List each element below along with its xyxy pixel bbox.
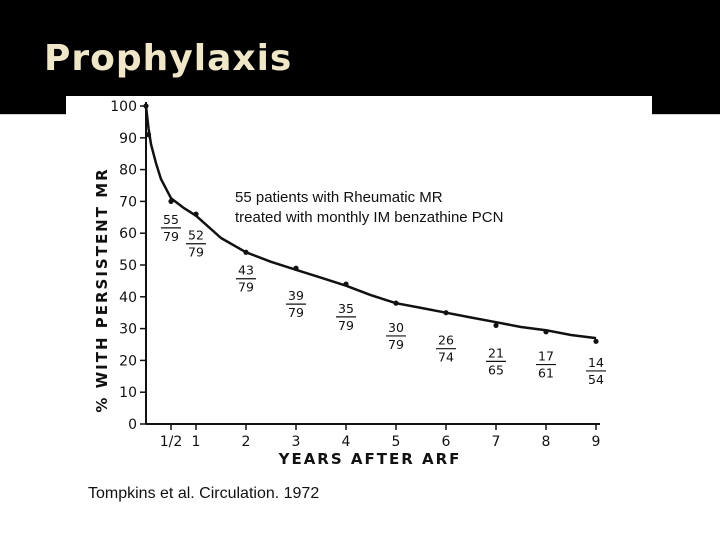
data-point (168, 198, 174, 204)
data-point (343, 281, 349, 287)
caption-line-1: 55 patients with Rheumatic MR (235, 189, 443, 206)
y-tick-label: 20 (119, 353, 137, 369)
y-tick-label: 40 (119, 290, 137, 306)
fraction-denominator: 65 (488, 362, 504, 377)
y-tick-label: 10 (119, 385, 137, 401)
data-point (593, 338, 599, 344)
data-points (143, 103, 599, 344)
axes (145, 102, 600, 425)
fraction-denominator: 61 (538, 366, 554, 381)
y-tick-label: 0 (128, 417, 137, 433)
fraction-numerator: 55 (163, 212, 179, 227)
x-tick-label: 8 (542, 434, 551, 450)
fraction-denominator: 79 (188, 245, 204, 260)
data-point (145, 132, 152, 138)
fraction-denominator: 74 (438, 350, 454, 365)
citation: Tompkins et al. Circulation. 1972 (88, 485, 320, 502)
y-axis-title: % WITH PERSISTENT MR (93, 167, 111, 412)
fraction-numerator: 26 (438, 333, 454, 348)
fraction-numerator: 21 (488, 345, 504, 360)
x-tick-label: 3 (292, 434, 301, 450)
survival-curve (144, 105, 597, 340)
curve-layer (144, 105, 597, 340)
chart-figure (66, 96, 652, 470)
slide-title: Prophylaxis (44, 38, 293, 79)
x-tick-label: 6 (442, 434, 451, 450)
x-tick-label: 2 (242, 434, 251, 450)
fraction-denominator: 79 (388, 337, 404, 352)
y-tick-label: 70 (119, 194, 137, 210)
chart-caption: 55 patients with Rheumatic MR treated wi… (235, 188, 503, 228)
fraction-numerator: 35 (338, 301, 354, 316)
data-point (543, 329, 549, 335)
fraction-denominator: 54 (588, 372, 604, 387)
data-point (193, 211, 199, 217)
fraction-numerator: 17 (538, 349, 554, 364)
fraction-numerator: 14 (588, 355, 604, 370)
fraction-denominator: 79 (163, 229, 179, 244)
y-tick-label: 100 (110, 99, 137, 115)
data-point (443, 310, 449, 316)
fraction-numerator: 30 (388, 320, 404, 335)
tick-marks: 0 10 20 30 40 50 60 70 80 90 100 1/2 1 2 3 4 5 6 7 8 9 (110, 99, 600, 450)
caption-line-2: treated with monthly IM benzathine PCN (235, 209, 504, 226)
data-point (493, 322, 499, 329)
fraction-numerator: 39 (288, 288, 304, 303)
x-tick-label: 9 (592, 434, 601, 450)
y-tick-label: 90 (119, 131, 137, 147)
x-tick-label: 4 (342, 434, 351, 450)
y-tick-label: 30 (119, 322, 137, 338)
x-tick-label: 5 (392, 434, 401, 450)
x-tick-label: 7 (492, 434, 501, 450)
fraction-denominator: 79 (288, 305, 304, 320)
fraction-denominator: 79 (238, 280, 254, 295)
data-point (293, 265, 299, 271)
data-point (393, 300, 399, 306)
y-tick-label: 60 (119, 226, 137, 242)
y-tick-label: 50 (119, 258, 137, 274)
x-axis-title: YEARS AFTER ARF (278, 450, 462, 468)
x-tick-label: 1 (192, 434, 201, 450)
data-point (243, 249, 249, 255)
data-point (143, 103, 149, 109)
y-tick-label: 80 (119, 163, 137, 179)
x-tick-label: 1/2 (160, 434, 183, 450)
fraction-numerator: 52 (188, 228, 204, 243)
fraction-denominator: 79 (338, 318, 354, 333)
fraction-numerator: 43 (238, 263, 254, 278)
